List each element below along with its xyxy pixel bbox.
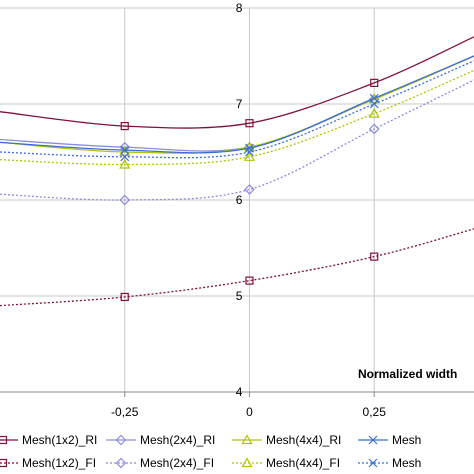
series-6 bbox=[0, 55, 474, 155]
data-point bbox=[244, 184, 255, 195]
legend-marker bbox=[115, 434, 127, 446]
data-point bbox=[370, 78, 379, 87]
data-point bbox=[368, 107, 380, 118]
tick-labels: 4 5 6 7 8 -0,25 0 0,25 bbox=[111, 1, 386, 419]
series-line bbox=[0, 55, 474, 154]
x-axis-label: Normalized width bbox=[358, 367, 457, 381]
legend-label: Mesh(4x4)_RI bbox=[266, 433, 341, 447]
series-line bbox=[0, 228, 474, 307]
legend-label: Mesh bbox=[392, 456, 421, 470]
legend-marker bbox=[241, 434, 253, 445]
data-point bbox=[119, 158, 131, 169]
legend-item: Mesh(2x4)_FI bbox=[106, 456, 214, 470]
legend-item: Mesh(1x2)_RI bbox=[0, 433, 97, 447]
y-tick-label: 5 bbox=[236, 289, 243, 303]
x-tick-label: -0,25 bbox=[111, 405, 139, 419]
series-line bbox=[0, 79, 474, 201]
data-point bbox=[369, 99, 379, 109]
data-point bbox=[243, 151, 255, 161]
data-point bbox=[119, 194, 131, 206]
x-tick-label: 0,25 bbox=[363, 405, 387, 419]
y-tick-label: 8 bbox=[236, 1, 243, 15]
y-tick-label: 6 bbox=[236, 193, 243, 207]
legend-marker bbox=[241, 457, 253, 468]
data-point bbox=[120, 152, 130, 162]
series-5 bbox=[0, 69, 474, 169]
legend-marker bbox=[0, 458, 8, 468]
legend-item: Mesh bbox=[358, 433, 421, 447]
series-line bbox=[0, 69, 474, 166]
legend-label: Mesh(1x2)_RI bbox=[22, 433, 97, 447]
series-3 bbox=[0, 79, 474, 206]
legend-marker bbox=[368, 458, 378, 468]
legend-item: Mesh(2x4)_RI bbox=[106, 433, 215, 447]
legend-item: Mesh(4x4)_RI bbox=[232, 433, 341, 447]
y-tick-label: 4 bbox=[236, 385, 243, 399]
legend-marker bbox=[115, 457, 127, 469]
legend-item: Mesh(4x4)_FI bbox=[232, 456, 340, 470]
data-point bbox=[370, 252, 379, 261]
series-0 bbox=[0, 36, 474, 131]
data-point bbox=[245, 147, 254, 157]
y-tick-label: 7 bbox=[236, 97, 243, 111]
data-point bbox=[120, 292, 129, 302]
data-point bbox=[245, 276, 254, 285]
legend-item: Mesh(1x2)_FI bbox=[0, 456, 96, 470]
legend-marker bbox=[0, 435, 8, 445]
legend-label: Mesh(4x4)_FI bbox=[266, 456, 340, 470]
legend-label: Mesh(1x2)_FI bbox=[22, 456, 96, 470]
legend-label: Mesh bbox=[392, 433, 421, 447]
legend: Mesh(1x2)_RI Mesh(2x4)_RI Mesh(4x4)_RI Mesh… bbox=[0, 433, 421, 470]
legend-item: Mesh bbox=[358, 456, 421, 470]
series-1 bbox=[0, 228, 474, 307]
data-point bbox=[120, 145, 130, 155]
legend-label: Mesh(2x4)_RI bbox=[140, 433, 215, 447]
series-7 bbox=[0, 60, 474, 162]
data-point bbox=[120, 121, 129, 131]
legend-label: Mesh(2x4)_FI bbox=[140, 456, 214, 470]
data-point bbox=[368, 123, 380, 135]
legend-marker bbox=[368, 435, 378, 445]
series-line bbox=[0, 36, 474, 129]
axes bbox=[0, 391, 474, 397]
series-lines bbox=[0, 36, 474, 307]
x-tick-label: 0 bbox=[246, 405, 253, 419]
data-point bbox=[245, 119, 254, 128]
